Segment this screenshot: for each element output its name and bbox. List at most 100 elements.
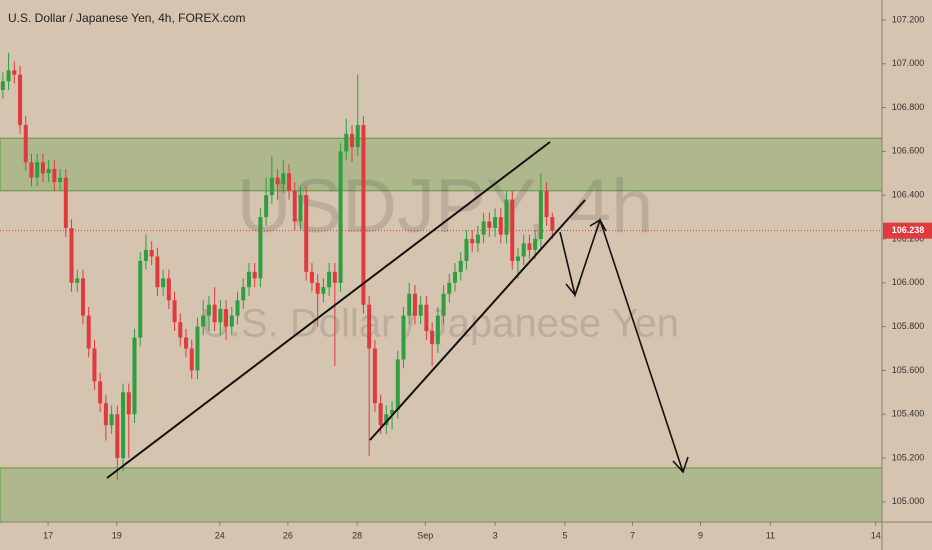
candle-body xyxy=(550,217,555,231)
candle-body xyxy=(63,177,68,229)
y-axis-panel xyxy=(882,0,932,550)
candle-body xyxy=(86,315,91,349)
candle-body xyxy=(498,217,503,235)
candle-body xyxy=(401,315,406,360)
x-tick-label: 11 xyxy=(766,530,775,540)
candle-body xyxy=(29,162,34,178)
candle-body xyxy=(126,392,131,415)
candle-body xyxy=(470,238,475,244)
candle-body xyxy=(412,293,417,316)
x-tick-label: 19 xyxy=(112,530,122,540)
arrow-head xyxy=(589,218,607,232)
candle-body xyxy=(544,190,549,218)
drawings xyxy=(106,141,689,479)
candle-body xyxy=(464,238,469,261)
candle-body xyxy=(143,249,148,261)
arrow-head xyxy=(672,456,689,474)
candle-body xyxy=(407,293,412,316)
candle-body xyxy=(355,125,360,147)
candle-body xyxy=(46,168,51,174)
candle-body xyxy=(435,315,440,345)
y-tick-label: 107.000 xyxy=(892,58,925,68)
candle-body xyxy=(258,217,263,279)
candle-body xyxy=(390,409,395,415)
trend-line xyxy=(369,199,586,441)
candle-body xyxy=(201,315,206,327)
candle-body xyxy=(349,133,354,147)
candle-body xyxy=(367,304,372,349)
candle-body xyxy=(275,177,280,185)
candle-body xyxy=(23,125,28,163)
candle-body xyxy=(298,195,303,222)
candle-body xyxy=(264,195,269,218)
candle-body xyxy=(161,278,166,288)
candle-body xyxy=(533,238,538,250)
candle-body xyxy=(195,326,200,371)
candle-body xyxy=(184,337,189,349)
candle-body xyxy=(321,287,326,294)
candle-body xyxy=(338,151,343,283)
candle-body xyxy=(149,249,154,257)
x-tick-label: 3 xyxy=(493,530,498,540)
candle-body xyxy=(453,271,458,283)
candle-body xyxy=(475,234,480,244)
candle-body xyxy=(35,162,40,178)
candle-body xyxy=(292,190,297,222)
candle-body xyxy=(172,300,177,323)
candle-body xyxy=(98,381,103,404)
x-tick-label: 24 xyxy=(215,530,225,540)
y-tick-label: 106.800 xyxy=(892,102,925,112)
y-tick-label: 105.200 xyxy=(892,452,925,462)
candle-body xyxy=(12,70,17,75)
x-tick-label: 28 xyxy=(352,530,362,540)
y-tick-label: 105.000 xyxy=(892,496,925,506)
candle-body xyxy=(115,414,120,459)
candle-body xyxy=(332,271,337,283)
candle-body xyxy=(378,403,383,426)
x-axis-panel xyxy=(0,522,932,550)
x-tick-label: 5 xyxy=(562,530,567,540)
candle-body xyxy=(52,168,57,183)
x-tick-label: 7 xyxy=(630,530,635,540)
candle-body xyxy=(80,278,85,316)
candle-body xyxy=(58,177,63,183)
candle-body xyxy=(287,173,292,191)
x-tick-label: Sep xyxy=(417,530,433,540)
trend-line xyxy=(106,141,551,479)
candle-body xyxy=(189,348,194,371)
y-tick-label: 105.800 xyxy=(892,321,925,331)
candle-body xyxy=(246,271,251,288)
candle-body xyxy=(344,133,349,152)
candle-body xyxy=(384,414,389,426)
candle-body xyxy=(418,304,423,316)
candle-body xyxy=(504,199,509,235)
y-tick-label: 105.600 xyxy=(892,365,925,375)
candle-body xyxy=(458,260,463,272)
candle-body xyxy=(103,403,108,426)
x-tick-label: 17 xyxy=(43,530,53,540)
candle-body xyxy=(493,217,498,229)
candle-body xyxy=(424,304,429,331)
last-price-box xyxy=(883,222,932,239)
candle-body xyxy=(178,322,183,338)
candle-body xyxy=(235,300,240,316)
y-tick-label: 106.000 xyxy=(892,277,925,287)
candle-body xyxy=(315,282,320,294)
candle-body xyxy=(252,271,257,279)
candle-body xyxy=(6,70,11,82)
candle-body xyxy=(515,256,520,261)
candle-body xyxy=(166,278,171,301)
candle-body xyxy=(241,287,246,301)
candle-body xyxy=(212,304,217,323)
candle-body xyxy=(481,221,486,235)
candle-body xyxy=(206,304,211,316)
candle-body xyxy=(109,414,114,426)
last-price-label: 106.238 xyxy=(892,225,925,235)
candle-body xyxy=(18,74,23,126)
candle-body xyxy=(521,243,526,257)
candle-body xyxy=(487,221,492,229)
candle-body xyxy=(69,228,74,283)
x-tick-label: 14 xyxy=(871,530,881,540)
